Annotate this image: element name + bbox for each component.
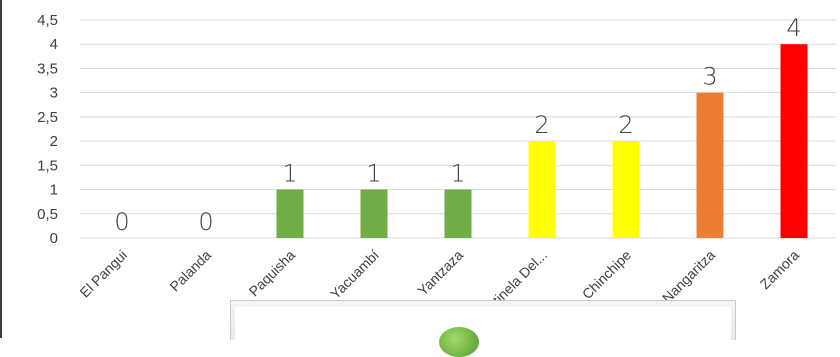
category-label: Paquisha [246,247,299,300]
y-tick-label: 0 [50,230,58,247]
category-label: Palanda [166,247,214,295]
data-label: 0 [114,208,129,236]
data-label: 1 [366,160,381,188]
grid-lines [80,19,836,239]
bars [276,44,808,239]
y-axis-ticks: 0 0,5 1 1,5 2 2,5 3 3,5 4 4,5 [37,12,58,247]
bar [780,44,808,238]
category-label: Yantzaza [414,247,466,299]
y-tick-label: 0,5 [37,206,58,223]
data-label: 0 [198,208,213,236]
data-label: 4 [786,14,801,42]
y-tick-label: 3,5 [37,60,58,77]
category-label: Zamora [757,247,803,293]
bar [360,189,388,238]
data-label: 1 [450,160,465,188]
data-label: 2 [534,111,549,139]
data-labels: 0 0 1 1 1 2 2 3 4 [114,14,801,236]
y-tick-label: 3 [50,85,58,102]
data-label: 3 [702,63,717,91]
chart-frame: 0 0,5 1 1,5 2 2,5 3 3,5 4 4,5 0 0 1 1 1 2 2 3 4 El Pangui… [0,0,836,338]
bar [612,141,640,238]
category-label: Yacuambí [327,247,382,302]
category-label: El Pangui [76,247,130,301]
y-tick-label: 4 [50,36,58,53]
y-tick-label: 1 [50,182,58,199]
bar-chart: 0 0,5 1 1,5 2 2,5 3 3,5 4 4,5 0 0 1 1 1 2 2 3 4 El Pangui… [37,12,836,326]
overlay-picture-inner [235,307,731,357]
y-tick-label: 4,5 [37,12,58,29]
bar [528,141,556,238]
y-tick-label: 1,5 [37,157,58,174]
bar [696,92,724,239]
green-emblem-icon [439,327,479,357]
category-label: Chinchipe [579,247,634,302]
bar [444,189,472,238]
y-tick-label: 2,5 [37,109,58,126]
y-tick-label: 2 [50,133,58,150]
overlay-picture [230,300,736,357]
category-label: Nangaritza [659,247,718,306]
bar [276,189,304,238]
data-label: 1 [282,160,297,188]
data-label: 2 [618,111,633,139]
